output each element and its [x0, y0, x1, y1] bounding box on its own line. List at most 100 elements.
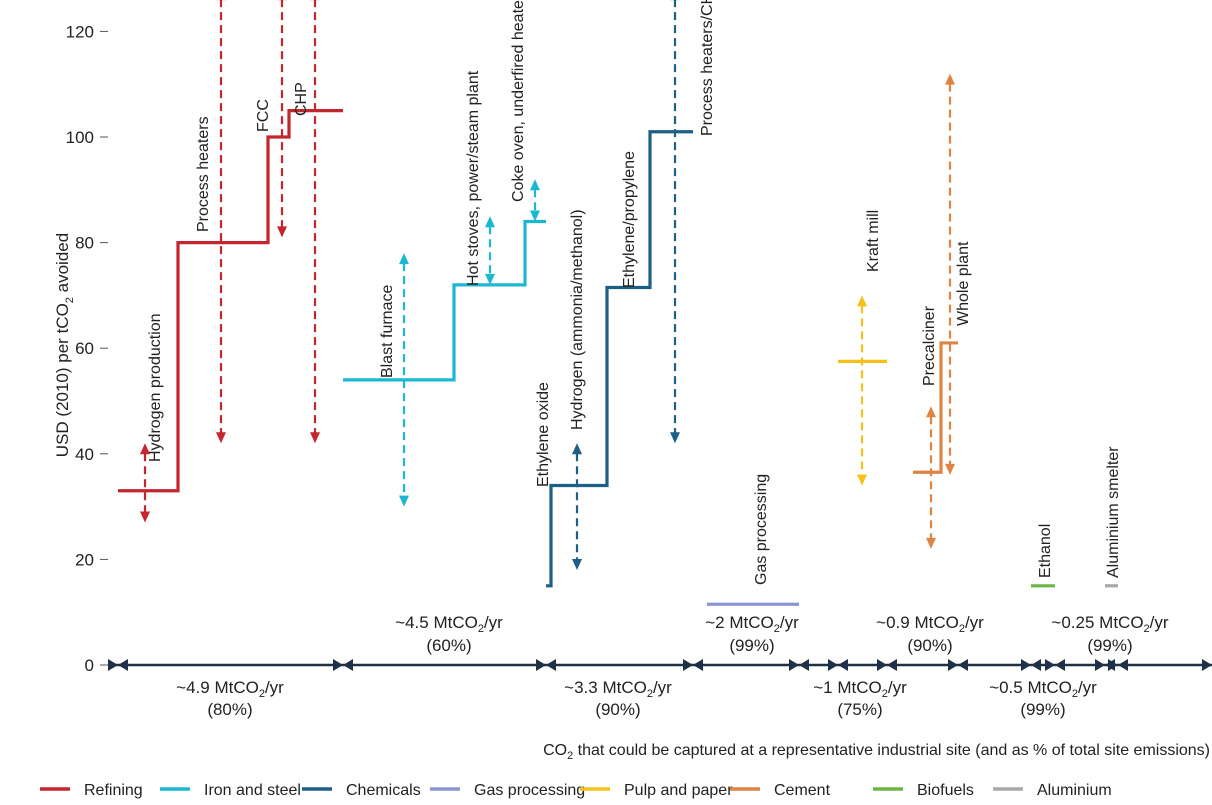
step-label: Aluminium smelter — [1105, 446, 1122, 578]
x-axis-arrow-right — [1021, 659, 1031, 671]
y-tick-label: 60 — [75, 339, 94, 358]
range-arrow-pulp-and-paper — [857, 295, 867, 486]
x-axis-arrow-right — [333, 659, 343, 671]
x-axis — [100, 659, 1212, 671]
step-label: Process heaters — [195, 116, 212, 232]
range-arrowhead — [572, 558, 582, 570]
capture-label: ~0.5 MtCO2/yr(99%) — [989, 678, 1097, 719]
capture-percent: (90%) — [907, 636, 952, 655]
capture-percent: (60%) — [426, 636, 471, 655]
x-axis-arrow-left — [118, 659, 128, 671]
step-labels: Hydrogen production Process heaters FCC CHP… — [147, 0, 1122, 585]
legend-label: Chemicals — [346, 782, 421, 799]
range-arrowhead — [485, 273, 495, 285]
step-label: Precalciner — [921, 305, 938, 386]
capture-percent: (80%) — [207, 700, 252, 719]
svg-text:USD (2010) per tCO2 avoided: USD (2010) per tCO2 avoided — [53, 233, 76, 457]
capture-percent: (90%) — [595, 700, 640, 719]
series-line-refining — [118, 109, 343, 493]
x-axis-arrow-left — [1118, 659, 1128, 671]
step-label: Blast furnace — [379, 285, 396, 378]
range-arrow-refining — [216, 0, 226, 444]
capture-label: ~1 MtCO2/yr(75%) — [813, 678, 907, 719]
step-label: Ethylene/propylene — [621, 151, 638, 288]
range-arrowhead — [926, 406, 936, 418]
step-label: Ethylene oxide — [535, 382, 552, 487]
x-axis-arrow-right — [1202, 659, 1212, 671]
capture-amount: ~0.25 MtCO2/yr — [1051, 613, 1168, 635]
series-line-chemicals — [546, 130, 693, 588]
capture-label: ~4.9 MtCO2/yr(80%) — [176, 678, 284, 719]
capture-amount: ~0.9 MtCO2/yr — [876, 613, 984, 635]
capture-amount: ~4.9 MtCO2/yr — [176, 678, 284, 700]
capture-amount: ~1 MtCO2/yr — [813, 678, 907, 700]
capture-label: ~4.5 MtCO2/yr(60%) — [395, 613, 503, 655]
range-arrowhead — [530, 210, 540, 222]
range-arrow-refining — [277, 0, 287, 238]
capture-amount: ~3.3 MtCO2/yr — [564, 678, 672, 700]
range-arrowhead — [857, 295, 867, 307]
x-axis-arrow-left — [693, 659, 703, 671]
range-arrowhead — [277, 226, 287, 238]
range-arrowhead — [140, 511, 150, 523]
range-arrowhead — [945, 463, 955, 475]
x-axis-arrow-left — [1031, 659, 1041, 671]
range-arrow-chemicals — [572, 443, 582, 570]
y-axis-label: USD (2010) per tCO2 avoided — [53, 233, 76, 457]
capture-amount: ~0.5 MtCO2/yr — [989, 678, 1097, 700]
y-axis: 0 20 40 60 80 100 120 — [66, 22, 108, 675]
y-tick-label: 20 — [75, 550, 94, 569]
range-arrowhead — [399, 253, 409, 265]
capture-label: ~2 MtCO2/yr(99%) — [705, 613, 799, 655]
legend-item: Refining — [40, 782, 143, 799]
capture-label: ~0.9 MtCO2/yr(90%) — [876, 613, 984, 655]
chart-marks — [118, 0, 1118, 606]
range-arrowhead — [310, 432, 320, 444]
capture-labels: ~4.9 MtCO2/yr(80%) ~4.5 MtCO2/yr(60%) ~3.3… — [176, 613, 1169, 719]
step-label: CHP — [293, 82, 310, 116]
capture-amount: ~2 MtCO2/yr — [705, 613, 799, 635]
x-axis-arrow-right — [828, 659, 838, 671]
legend-item: Aluminium — [993, 782, 1112, 799]
step-label: Hydrogen (ammonia/methanol) — [569, 209, 586, 430]
range-arrowhead — [399, 495, 409, 507]
capture-label: ~0.25 MtCO2/yr(99%) — [1051, 613, 1168, 655]
x-axis-arrow-right — [536, 659, 546, 671]
range-arrowhead — [857, 474, 867, 486]
capture-percent: (99%) — [1087, 636, 1132, 655]
range-arrow-refining — [140, 443, 150, 523]
x-axis-arrow-right — [877, 659, 887, 671]
legend-label: Pulp and paper — [624, 782, 733, 799]
x-axis-arrow-right — [108, 659, 118, 671]
y-tick-label: 120 — [66, 22, 94, 41]
legend: Refining Iron and steel Chemicals Gas proce… — [40, 782, 1112, 799]
x-axis-title: CO2 that could be captured at a represen… — [543, 742, 1210, 762]
x-axis-arrow-left — [546, 659, 556, 671]
x-axis-arrow-left — [958, 659, 968, 671]
legend-item: Gas processing — [430, 782, 585, 799]
x-axis-arrow-right — [789, 659, 799, 671]
range-arrow-cement — [945, 73, 955, 475]
range-arrowhead — [945, 73, 955, 85]
range-arrowhead — [572, 443, 582, 455]
step-label: FCC — [255, 99, 272, 132]
series-line-iron-and-steel — [343, 219, 546, 382]
legend-label: Cement — [774, 782, 831, 799]
x-axis-arrow-right — [683, 659, 693, 671]
range-arrowhead — [670, 432, 680, 444]
step-label: Whole plant — [955, 241, 972, 326]
x-axis-arrow-right — [1108, 659, 1118, 671]
range-arrow-chemicals — [670, 0, 680, 444]
x-axis-arrow-left — [838, 659, 848, 671]
legend-label: Gas processing — [474, 782, 585, 799]
capture-percent: (75%) — [837, 700, 882, 719]
capture-percent: (99%) — [729, 636, 774, 655]
capture-label: ~3.3 MtCO2/yr(90%) — [564, 678, 672, 719]
x-axis-arrow-right — [948, 659, 958, 671]
x-axis-arrow-left — [799, 659, 809, 671]
range-arrow-iron-and-steel — [530, 179, 540, 222]
legend-label: Aluminium — [1037, 782, 1112, 799]
range-arrow-iron-and-steel — [399, 253, 409, 507]
legend-label: Iron and steel — [204, 782, 301, 799]
